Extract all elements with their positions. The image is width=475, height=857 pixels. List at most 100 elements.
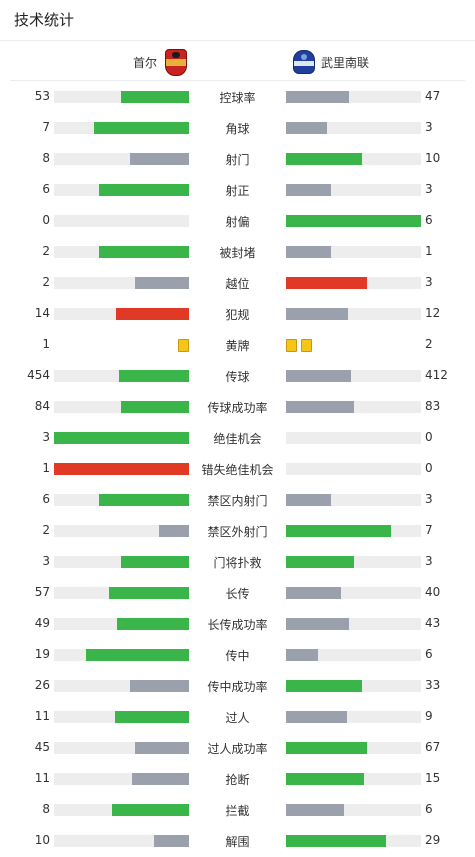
home-stat-value: 8 [42,802,50,816]
away-stat-value: 33 [425,678,441,692]
away-stat-bar-fill [286,649,318,661]
home-stat-bar-fill [116,308,189,320]
home-stat-value: 10 [34,833,50,847]
away-stat-bar-fill [286,711,347,723]
away-stat-bar [286,804,421,816]
away-stat-value: 12 [425,306,441,320]
away-stat-bar-fill [286,215,421,227]
away-stat-value: 3 [425,182,433,196]
away-stat-value: 6 [425,213,433,227]
stat-row: 2 越位 3 [0,267,475,298]
home-stat-value: 3 [42,554,50,568]
stat-row: 8 射门 10 [0,143,475,174]
away-stat-bar [286,91,421,103]
stat-label: 角球 [225,122,250,136]
away-stat-value: 3 [425,275,433,289]
home-stat-value: 2 [42,523,50,537]
away-stat-value: 0 [425,430,433,444]
home-stat-bar-fill [135,277,189,289]
away-stat-bar [286,680,421,692]
away-stat-value: 40 [425,585,441,599]
stat-row: 1 黄牌 2 [0,329,475,360]
away-stat-bar [286,215,421,227]
team-header: 首尔 武里南联 [0,47,475,77]
stat-row: 45 过人成功率 67 [0,732,475,763]
stat-row: 11 抢断 15 [0,763,475,794]
away-stat-bar-fill [286,804,344,816]
stat-label: 传中 [225,649,250,663]
buriram-united-crest-icon [293,50,315,74]
yellow-card-icon [178,339,189,352]
away-stat-bar-fill [286,525,391,537]
stat-label: 绝佳机会 [213,432,262,446]
stat-label: 解围 [225,835,250,849]
away-stat-value: 3 [425,492,433,506]
stat-row: 2 被封堵 1 [0,236,475,267]
away-stat-value: 47 [425,89,441,103]
home-stat-bar-fill [109,587,189,599]
away-stat-bar [286,277,421,289]
stat-label: 错失绝佳机会 [201,463,274,477]
away-stat-bar [286,525,421,537]
away-team[interactable]: 武里南联 [293,47,369,77]
away-stat-value: 0 [425,461,433,475]
home-stat-bar [54,370,189,382]
stat-row: 19 传中 6 [0,639,475,670]
stat-row: 26 传中成功率 33 [0,670,475,701]
home-team[interactable]: 首尔 [133,47,187,77]
away-stat-bar-fill [286,370,351,382]
away-stat-bar [286,649,421,661]
away-stat-value: 9 [425,709,433,723]
home-stat-bar [54,587,189,599]
home-stat-value: 3 [42,430,50,444]
stat-label: 门将扑救 [213,556,262,570]
stat-label: 禁区内射门 [207,494,268,508]
away-stat-bar-fill [286,277,367,289]
stat-row: 0 射偏 6 [0,205,475,236]
away-stat-bar [286,711,421,723]
away-stat-bar-fill [286,308,348,320]
home-stat-value: 26 [34,678,50,692]
home-stat-bar-fill [135,742,189,754]
stat-row: 6 禁区内射门 3 [0,484,475,515]
away-stat-value: 10 [425,151,441,165]
away-stat-value: 6 [425,802,433,816]
home-stat-bar-fill [99,494,189,506]
away-stat-bar [286,153,421,165]
away-stat-bar [286,401,421,413]
away-stat-bar [286,122,421,134]
home-stat-bar-fill [54,463,189,475]
away-stat-bar [286,463,421,475]
away-stat-bar-fill [286,835,386,847]
fc-seoul-crest-icon [165,48,187,76]
away-stat-bar [286,370,421,382]
home-stat-value: 0 [42,213,50,227]
home-stat-bar [54,618,189,630]
home-stat-value: 11 [34,771,50,785]
stat-label: 射正 [225,184,250,198]
home-stat-bar [54,401,189,413]
stat-label: 传球成功率 [207,401,268,415]
teams-divider [10,80,465,81]
stat-row: 8 拦截 6 [0,794,475,825]
home-stat-bar [54,804,189,816]
home-stat-value: 57 [34,585,50,599]
home-stat-value: 53 [34,89,50,103]
away-stat-bar-fill [286,618,349,630]
stat-row: 57 长传 40 [0,577,475,608]
stat-row: 53 控球率 47 [0,81,475,112]
home-stat-value: 19 [34,647,50,661]
home-stat-bar-fill [99,246,189,258]
stat-label: 越位 [225,277,250,291]
home-stat-bar [54,556,189,568]
stat-row: 6 射正 3 [0,174,475,205]
home-stat-bar [54,711,189,723]
home-stat-value: 45 [34,740,50,754]
home-stat-value: 1 [42,337,50,351]
home-stat-bar-fill [115,711,189,723]
away-stat-bar-fill [286,246,331,258]
home-stat-bar [54,494,189,506]
home-stat-value: 49 [34,616,50,630]
home-stat-bar [54,463,189,475]
home-stat-bar [54,308,189,320]
